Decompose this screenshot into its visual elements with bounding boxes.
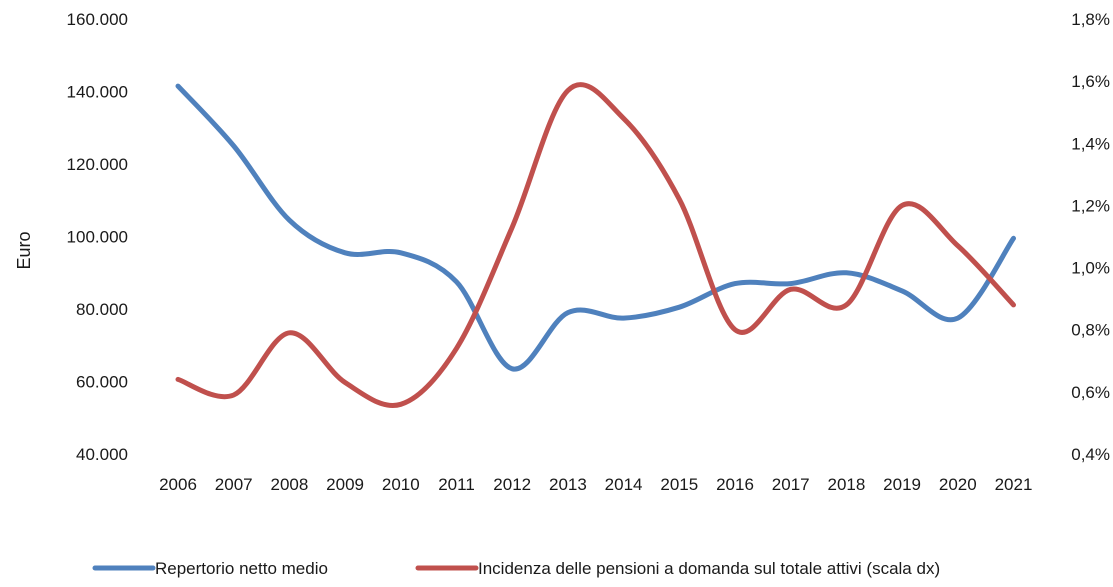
x-tick-label: 2021 bbox=[995, 475, 1033, 494]
right-tick-label: 1,8% bbox=[1071, 10, 1110, 29]
x-tick-label: 2018 bbox=[827, 475, 865, 494]
x-tick-label: 2016 bbox=[716, 475, 754, 494]
legend-label: Repertorio netto medio bbox=[155, 559, 328, 578]
left-tick-label: 160.000 bbox=[67, 10, 128, 29]
x-tick-label: 2008 bbox=[270, 475, 308, 494]
x-tick-label: 2013 bbox=[549, 475, 587, 494]
x-tick-label: 2010 bbox=[382, 475, 420, 494]
left-tick-label: 120.000 bbox=[67, 155, 128, 174]
right-tick-label: 0,8% bbox=[1071, 321, 1110, 340]
right-tick-label: 0,4% bbox=[1071, 445, 1110, 464]
left-tick-label: 60.000 bbox=[76, 373, 128, 392]
x-tick-label: 2007 bbox=[215, 475, 253, 494]
right-tick-label: 1,0% bbox=[1071, 259, 1110, 278]
left-tick-label: 80.000 bbox=[76, 300, 128, 319]
right-tick-label: 1,6% bbox=[1071, 72, 1110, 91]
x-tick-label: 2006 bbox=[159, 475, 197, 494]
x-tick-label: 2014 bbox=[605, 475, 643, 494]
right-tick-label: 0,6% bbox=[1071, 383, 1110, 402]
x-tick-label: 2020 bbox=[939, 475, 977, 494]
x-tick-label: 2012 bbox=[493, 475, 531, 494]
left-tick-label: 100.000 bbox=[67, 228, 128, 247]
legend-label: Incidenza delle pensioni a domanda sul t… bbox=[478, 559, 940, 578]
x-tick-label: 2017 bbox=[772, 475, 810, 494]
left-axis-title: Euro bbox=[14, 231, 34, 269]
x-tick-label: 2015 bbox=[660, 475, 698, 494]
left-axis-ticks: 40.000 60.000 80.000 100.000 120.000 140.000 1… bbox=[67, 10, 128, 464]
x-tick-label: 2009 bbox=[326, 475, 364, 494]
left-tick-label: 40.000 bbox=[76, 445, 128, 464]
series-line-1 bbox=[175, 83, 1016, 372]
legend: Repertorio netto medio Incidenza delle pe… bbox=[92, 559, 940, 578]
left-tick-label: 140.000 bbox=[67, 83, 128, 102]
x-axis-ticks: 2006 2007 2008 2009 2010 2011 2012 2013 2014 2015… bbox=[159, 475, 1032, 494]
series-lines bbox=[175, 82, 1016, 408]
series-line-2 bbox=[175, 82, 1016, 408]
x-tick-label: 2011 bbox=[438, 475, 475, 494]
right-axis-ticks: 0,4% 0,6% 0,8% 1,0% 1,2% 1,4% 1,6% 1,8% bbox=[1071, 10, 1110, 464]
x-tick-label: 2019 bbox=[883, 475, 921, 494]
right-tick-label: 1,4% bbox=[1071, 134, 1110, 153]
right-tick-label: 1,2% bbox=[1071, 196, 1110, 215]
